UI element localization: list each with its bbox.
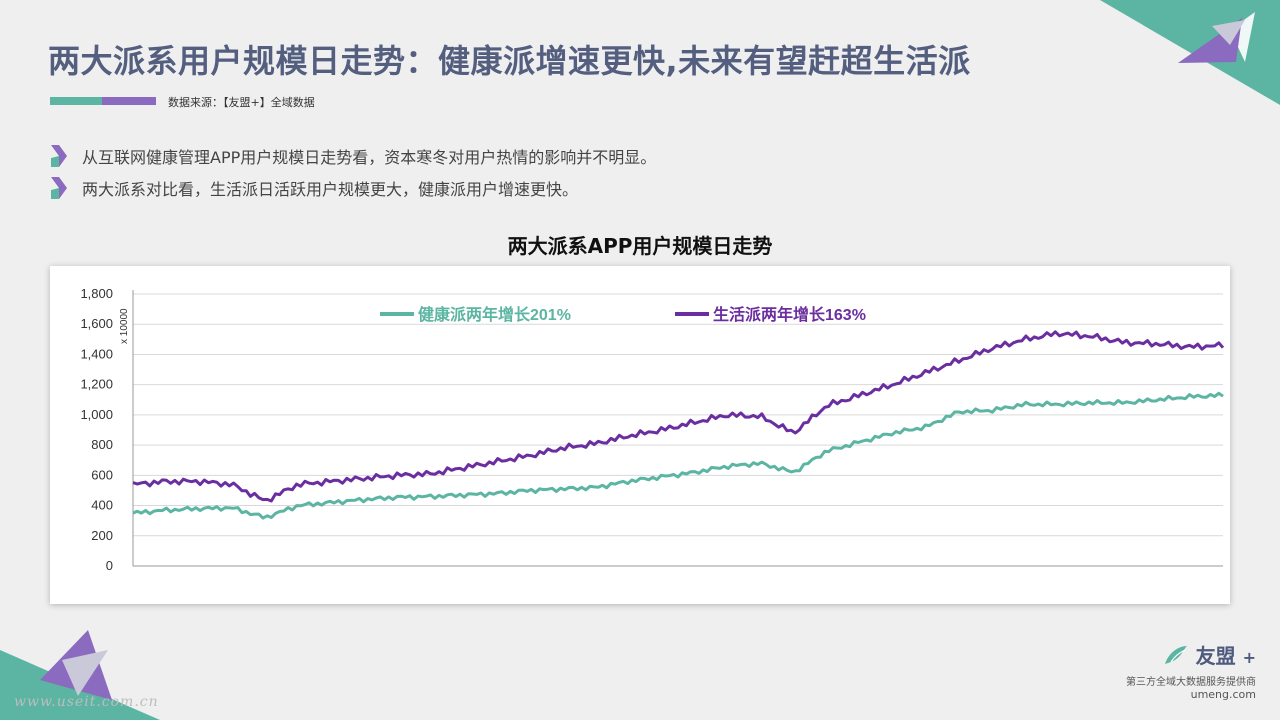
logo-name: 友盟 <box>1195 644 1236 668</box>
title-accent-bar <box>50 97 156 105</box>
y-tick-label: 1,400 <box>80 346 113 361</box>
y-tick-label: 1,200 <box>80 377 113 392</box>
logo-domain: umeng.com <box>1190 688 1256 701</box>
y-tick-label: 400 <box>91 498 113 513</box>
y-axis-label: x 10000 <box>119 308 130 344</box>
y-tick-label: 0 <box>106 558 113 573</box>
chevron-right-icon <box>51 177 67 199</box>
y-tick-label: 1,000 <box>80 407 113 422</box>
umeng-logo: 友盟 + 第三方全域大数据服务提供商 umeng.com <box>1106 640 1256 701</box>
chart-panel: 0 200 400 600 800 1,000 1,200 1,400 1,600 1,800 x … <box>50 266 1230 604</box>
bullet-item: 从互联网健康管理APP用户规模日走势看，资本寒冬对用户热情的影响并不明显。 <box>48 140 656 172</box>
slide-title: 两大派系用户规模日走势：健康派增速更快,未来有望赶超生活派 <box>48 42 971 80</box>
data-source-note: 数据来源：【友盟+】全域数据 <box>168 96 315 109</box>
bullet-item: 两大派系对比看，生活派日活跃用户规模更大，健康派用户增速更快。 <box>48 172 656 204</box>
chevron-right-icon <box>51 145 67 167</box>
y-tick-label: 800 <box>91 437 113 452</box>
y-tick-label: 1,800 <box>80 286 113 301</box>
line-chart: 0 200 400 600 800 1,000 1,200 1,400 1,600 1,800 x … <box>80 286 1225 573</box>
series-line <box>132 330 1225 503</box>
logo-plus: + <box>1242 648 1256 667</box>
legend-label: 生活派两年增长163% <box>713 305 866 324</box>
y-tick-label: 1,600 <box>80 316 113 331</box>
bullet-text: 从互联网健康管理APP用户规模日走势看，资本寒冬对用户热情的影响并不明显。 <box>82 148 657 167</box>
logo-tagline: 第三方全域大数据服务提供商 <box>1126 677 1256 688</box>
series-line <box>132 391 1224 520</box>
top-right-decoration <box>1100 0 1280 105</box>
bullet-text: 两大派系对比看，生活派日活跃用户规模更大，健康派用户增速更快。 <box>82 180 579 199</box>
chart-title: 两大派系APP用户规模日走势 <box>507 234 773 258</box>
leaf-logo-icon <box>1164 646 1187 664</box>
legend-label: 健康派两年增长201% <box>418 305 571 324</box>
y-tick-label: 600 <box>91 467 113 482</box>
bullet-list: 从互联网健康管理APP用户规模日走势看，资本寒冬对用户热情的影响并不明显。 两大… <box>48 140 656 204</box>
watermark-text: www.useit.com.cn <box>14 694 159 710</box>
bottom-left-decoration <box>0 630 160 720</box>
y-tick-label: 200 <box>91 528 113 543</box>
